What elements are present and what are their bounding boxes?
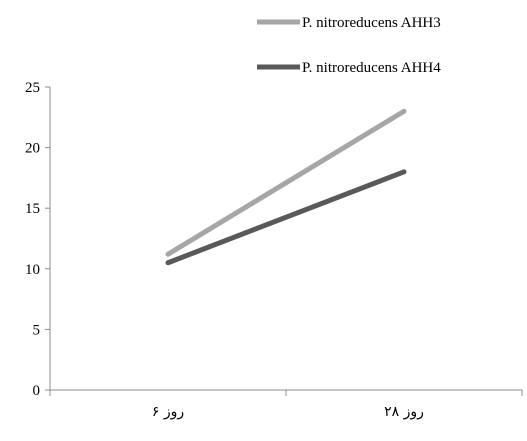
data-point [403, 110, 405, 112]
series-line-2 [165, 169, 407, 266]
legend-label: P. nitroreducens AHH3 [302, 15, 441, 31]
legend-label: P. nitroreducens AHH4 [302, 60, 441, 76]
data-point [167, 262, 169, 264]
data-point [403, 171, 405, 173]
chart-legend: P. nitroreducens AHH3 P. nitroreducens AH… [257, 15, 441, 76]
series-line-1 [165, 108, 407, 257]
y-tick-label: 5 [33, 322, 41, 338]
x-tick-label: روز ۲۸ [384, 404, 424, 420]
data-point [167, 253, 169, 255]
y-tick-label: 20 [25, 141, 40, 157]
y-tick-label: 10 [25, 262, 40, 278]
x-tick-label: روز ۶ [152, 404, 184, 420]
y-axis: 0 5 10 15 20 25 [25, 80, 51, 399]
y-tick-label: 0 [33, 383, 41, 399]
y-tick-label: 25 [25, 80, 40, 96]
x-axis: روز ۶ روز ۲۸ [49, 389, 523, 420]
series-layer [165, 108, 407, 266]
y-tick-label: 15 [25, 201, 40, 217]
